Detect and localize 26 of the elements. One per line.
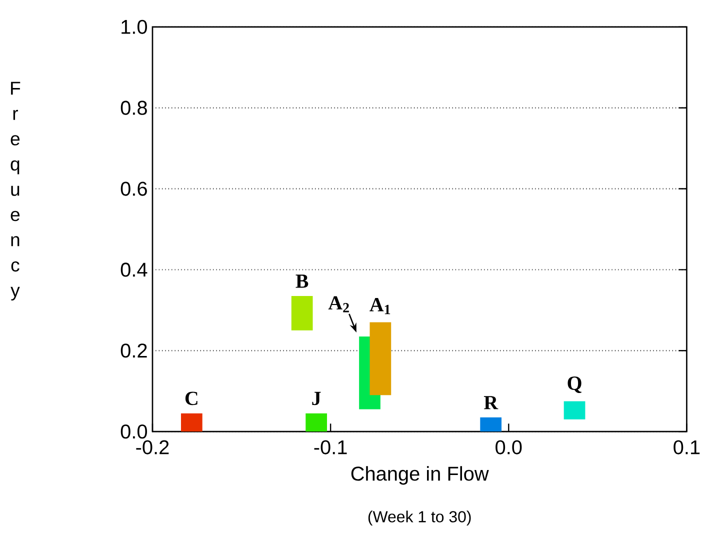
bar — [564, 401, 586, 420]
y-tick-label: 0.6 — [120, 182, 147, 196]
x-tick-label: 0.1 — [674, 440, 700, 454]
x-tick-label: 0.0 — [496, 440, 522, 454]
annotation: B — [296, 274, 308, 288]
text: (Week 1 to 30) — [368, 510, 471, 526]
y-tick-label: 0.0 — [120, 424, 148, 439]
y-tick-label: 0.8 — [120, 100, 147, 115]
y-tick-label: 0.4 — [120, 262, 148, 277]
bar — [291, 296, 313, 330]
annotation: C — [185, 392, 198, 406]
x-tick-label: -0.2 — [136, 440, 169, 454]
text: Frequency — [10, 82, 20, 300]
bar — [370, 322, 392, 396]
x-axis-title: Change in Flow — [351, 466, 489, 485]
annotation: A$_{1}$ — [370, 298, 390, 314]
bar — [480, 417, 502, 432]
x-tick-label: -0.1 — [314, 440, 347, 454]
annotation: R — [484, 396, 498, 410]
bar — [306, 413, 328, 432]
annotation: A$_{2}$ — [328, 296, 349, 312]
annotation: J — [312, 392, 321, 406]
bar — [180, 413, 202, 432]
annotation: Q — [568, 376, 582, 393]
y-tick-label: 0.2 — [120, 343, 147, 358]
y-tick-label: 1.0 — [122, 20, 148, 34]
